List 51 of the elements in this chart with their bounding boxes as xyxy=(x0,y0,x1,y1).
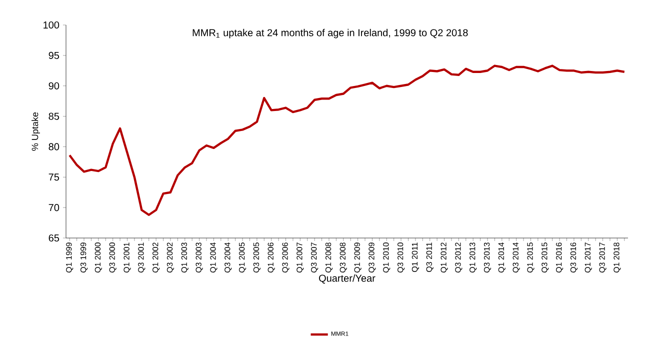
y-tick-label: 70 xyxy=(48,204,60,212)
x-tick-label: Q1 2006 xyxy=(268,242,275,273)
x-tick-label: Q3 2007 xyxy=(311,242,318,273)
x-tick-label: Q1 2007 xyxy=(296,242,304,273)
x-tick-label: Q3 2006 xyxy=(282,242,290,273)
x-tick-label: Q3 2010 xyxy=(397,242,405,273)
x-tick-label: Q3 2005 xyxy=(253,242,260,273)
chart-title: MMR$_{1}$ uptake at 24 months of age in Ireland, 1999 to Q2 2018 xyxy=(192,28,468,38)
x-tick-label: Q1 2016 xyxy=(556,242,564,273)
x-tick-label: Q1 2017 xyxy=(584,242,592,273)
y-tick-label: 90 xyxy=(48,82,60,90)
x-tick-label: Q1 2013 xyxy=(470,242,477,273)
y-axis-title: % Uptake xyxy=(32,112,40,151)
x-tick-label: Q1 2010 xyxy=(383,242,390,273)
x-tick-label: Q1 2000 xyxy=(94,242,102,273)
x-tick-label: Q3 2008 xyxy=(340,242,347,273)
x-tick-label: Q3 2011 xyxy=(426,242,434,272)
x-tick-label: Q3 2012 xyxy=(455,242,462,273)
x-tick-label: Q1 2008 xyxy=(325,242,333,273)
x-tick-label: Q3 2003 xyxy=(196,242,203,273)
x-tick-label: Q3 2009 xyxy=(368,242,376,273)
x-tick-label: Q3 2015 xyxy=(542,242,549,273)
x-tick-label: Q3 2002 xyxy=(166,242,174,273)
x-tick-label: Q3 2001 xyxy=(138,242,146,273)
x-tick-label: Q3 2014 xyxy=(512,242,520,273)
x-tick-label: Q3 2016 xyxy=(570,242,578,273)
x-tick-label: Q3 2004 xyxy=(224,242,232,273)
line-series xyxy=(68,64,626,216)
x-tick-label: Q1 2009 xyxy=(354,242,362,273)
y-tick-label: 100 xyxy=(44,21,60,29)
x-tick-label: Q1 2003 xyxy=(181,242,188,273)
y-tick-label: 85 xyxy=(48,112,60,120)
x-tick-label: Q3 2013 xyxy=(484,242,492,273)
x-tick-label: Q1 2011 xyxy=(412,242,419,272)
x-axis-title: Quarter/Year xyxy=(319,274,376,284)
x-tick-label: Q1 2012 xyxy=(440,242,448,273)
x-tick-label: Q3 2000 xyxy=(109,242,116,273)
x-tick-label: Q1 2002 xyxy=(152,242,160,273)
x-tick-label: Q1 2001 xyxy=(124,242,131,273)
x-tick-label: Q1 2018 xyxy=(614,242,621,273)
x-tick-label: Q1 2004 xyxy=(210,242,218,273)
x-tick-label: Q3 1999 xyxy=(80,242,88,273)
y-tick-label: 75 xyxy=(48,174,60,181)
x-tick-label: Q1 1999 xyxy=(66,242,74,273)
x-tick-label: Q1 2005 xyxy=(238,242,246,273)
x-tick-label: Q3 2017 xyxy=(599,242,606,273)
y-tick-label: 65 xyxy=(48,234,60,242)
x-tick-label: Q1 2014 xyxy=(498,242,506,273)
x-tick-label: Q1 2015 xyxy=(527,242,534,273)
y-tick-label: 95 xyxy=(48,52,60,59)
y-tick-label: 80 xyxy=(48,143,60,150)
